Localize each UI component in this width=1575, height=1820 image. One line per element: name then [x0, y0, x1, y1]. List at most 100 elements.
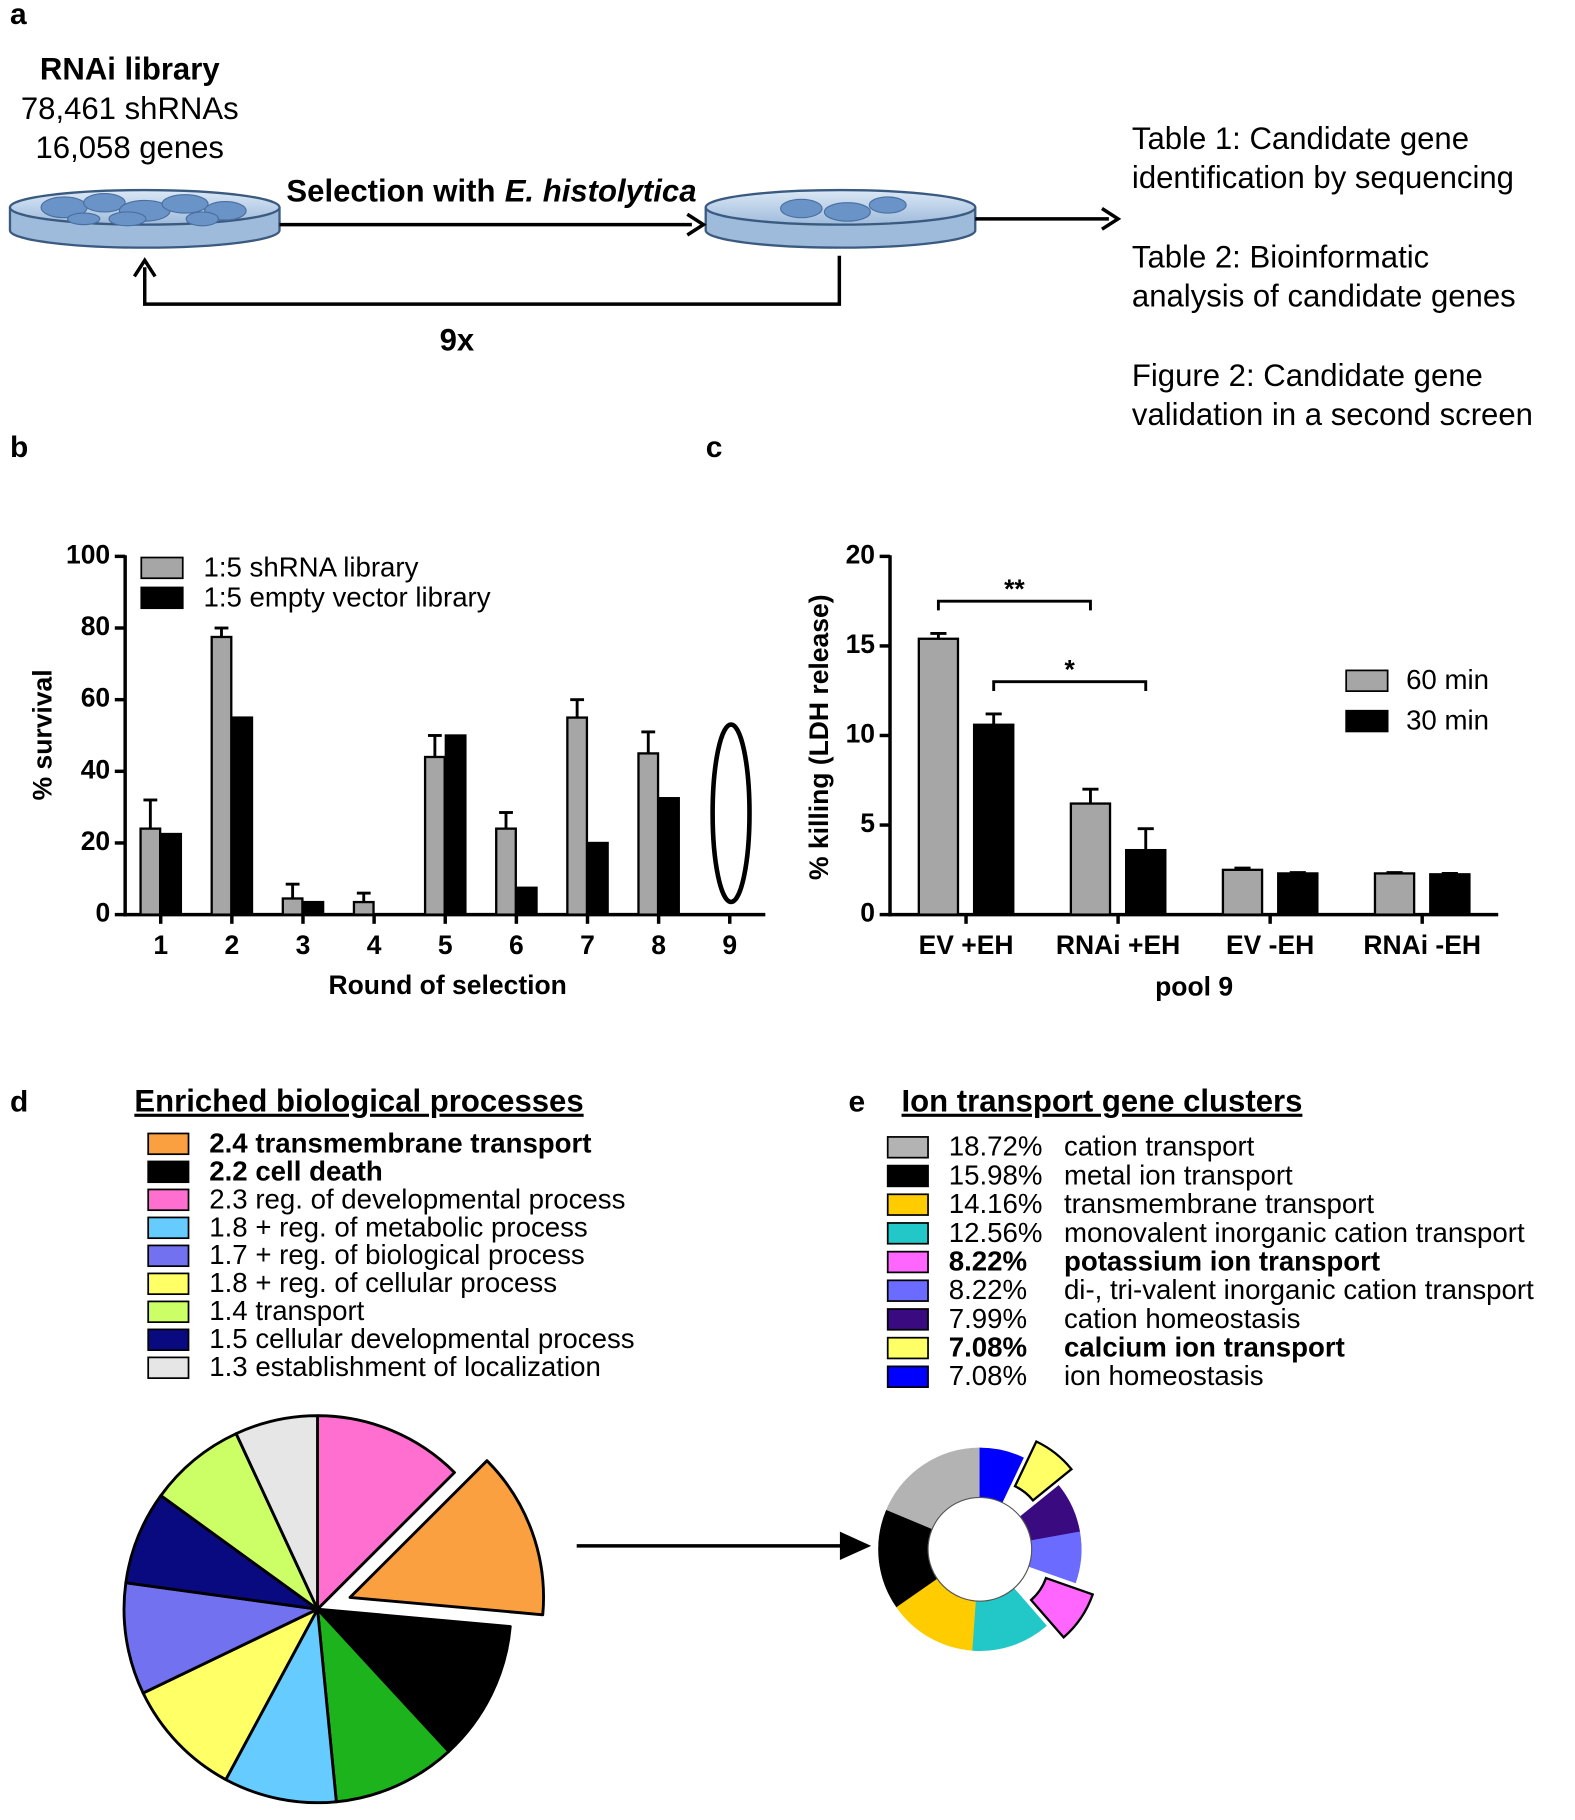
legend-label: 1.7 + reg. of biological process — [209, 1239, 584, 1270]
pie-slice — [348, 1459, 545, 1617]
y-tick-label: 5 — [860, 808, 875, 838]
bar — [566, 716, 589, 916]
petri-dish — [704, 188, 977, 249]
selection-organism: E. histolytica — [505, 174, 697, 209]
x-tick-label: 5 — [438, 930, 453, 960]
pie-slice — [316, 1607, 512, 1753]
bar — [302, 900, 325, 916]
y-tick-label: 10 — [846, 718, 875, 748]
selection-text: Selection with — [286, 174, 495, 209]
pie-slice — [159, 1432, 319, 1611]
value-label: 15.98% — [949, 1159, 1043, 1190]
value-label: 8.22% — [949, 1274, 1027, 1305]
x-tick-label: 2 — [224, 930, 239, 960]
x-tick-label: EV -EH — [1226, 930, 1314, 960]
legend-label: 1.8 + reg. of cellular process — [209, 1267, 557, 1298]
bar — [586, 841, 609, 916]
y-tick-label: 100 — [66, 539, 110, 569]
legend-label: 1.8 + reg. of metabolic process — [209, 1211, 588, 1242]
pie-slice — [234, 1414, 319, 1611]
legend-label: 30 min — [1406, 705, 1489, 736]
value-label: 7.08% — [949, 1360, 1027, 1391]
legend-swatch — [886, 1365, 929, 1388]
legend-swatch — [147, 1244, 190, 1268]
y-tick-label: 40 — [81, 754, 110, 784]
significance-bracket — [992, 680, 1148, 691]
value-label: 18.72% — [949, 1131, 1043, 1162]
pie-slice — [316, 1414, 456, 1611]
x-tick-label: 8 — [651, 930, 666, 960]
bar — [210, 635, 233, 916]
flow-arrows — [132, 207, 1122, 306]
pie-slice — [141, 1607, 319, 1782]
legend-swatch — [147, 1216, 190, 1240]
y-axis-label: % survival — [28, 669, 58, 800]
donut-title: Ion transport gene clusters — [902, 1084, 1303, 1119]
legend-swatch — [886, 1164, 929, 1188]
outcome-line: Figure 2: Candidate gene — [1132, 358, 1483, 393]
y-tick-label: 20 — [81, 826, 110, 856]
legend-label: 2.4 transmembrane transport — [209, 1127, 591, 1158]
pie-slice — [224, 1607, 338, 1805]
donut-segment — [1013, 1439, 1074, 1502]
legend-label: potassium ion transport — [1064, 1245, 1380, 1276]
pie-title: Enriched biological processes — [134, 1084, 583, 1119]
bar — [972, 723, 1015, 916]
x-tick-label: 7 — [580, 930, 595, 960]
bar — [917, 637, 960, 916]
legend-label: cation homeostasis — [1064, 1303, 1300, 1334]
pie-slice — [122, 1581, 319, 1695]
bar — [637, 752, 660, 916]
selection-label: Selection with E. histolytica — [286, 174, 696, 209]
legend-swatch — [886, 1336, 929, 1360]
pie-slice — [124, 1494, 319, 1611]
x-tick-label: EV +EH — [919, 930, 1014, 960]
legend-label: 1:5 shRNA library — [203, 551, 418, 582]
bar — [1221, 868, 1264, 916]
x-tick-label: 3 — [296, 930, 311, 960]
legend-label: di-, tri-valent inorganic cation transpo… — [1064, 1274, 1534, 1305]
donut-hole-outline — [927, 1496, 1033, 1602]
value-label: 7.08% — [949, 1332, 1027, 1363]
legend-swatch — [140, 556, 184, 580]
legend-swatch — [147, 1356, 190, 1379]
legend-label: monovalent inorganic cation transport — [1064, 1217, 1525, 1248]
bar — [281, 897, 304, 916]
bar — [1429, 873, 1471, 916]
legend-swatch — [886, 1136, 929, 1159]
value-label: 12.56% — [949, 1217, 1043, 1248]
y-tick-label: 0 — [860, 898, 875, 928]
legend-swatch — [886, 1193, 929, 1216]
legend-swatch — [147, 1300, 190, 1324]
legend-swatch — [886, 1279, 929, 1302]
outcome-line: validation in a second screen — [1132, 397, 1533, 432]
panel-label: b — [10, 431, 28, 464]
panel-label: a — [10, 0, 27, 31]
x-tick-label: RNAi +EH — [1056, 930, 1180, 960]
legend-label: transmembrane transport — [1064, 1188, 1374, 1219]
panel-label: d — [10, 1085, 28, 1118]
panel-d-to-e-arrow — [576, 1531, 872, 1561]
library-line: 16,058 genes — [36, 130, 224, 165]
legend-label: ion homeostasis — [1064, 1360, 1264, 1391]
panel-label: e — [849, 1085, 866, 1118]
legend-label: 1.3 establishment of localization — [209, 1351, 601, 1382]
outcome-line: Table 2: Bioinformatic — [1132, 239, 1429, 274]
legend-label: metal ion transport — [1064, 1159, 1293, 1190]
x-tick-label: 1 — [153, 930, 168, 960]
library-title: RNAi library — [40, 52, 220, 87]
significance-bracket — [936, 599, 1092, 611]
outcome-line: analysis of candidate genes — [1132, 279, 1516, 314]
legend-swatch — [140, 586, 184, 610]
bar — [658, 797, 680, 916]
x-tick-label: 6 — [509, 930, 524, 960]
y-tick-label: 0 — [95, 898, 110, 928]
petri-dish — [8, 188, 281, 249]
bar — [139, 827, 162, 916]
legend-label: 2.2 cell death — [209, 1155, 383, 1186]
bar — [444, 734, 467, 916]
legend-label: calcium ion transport — [1064, 1332, 1345, 1363]
donut-segment — [1029, 1576, 1095, 1639]
legend-swatch — [886, 1308, 929, 1331]
significance-label: ** — [1004, 574, 1025, 604]
